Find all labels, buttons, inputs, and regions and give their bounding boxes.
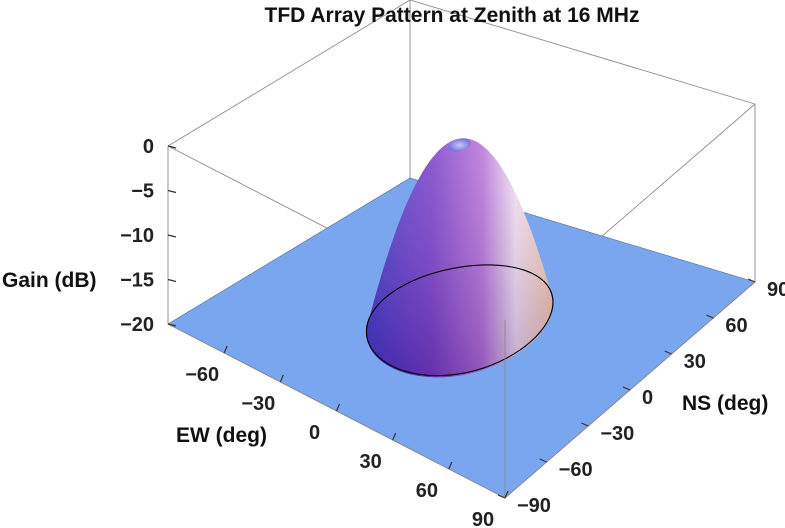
y-tick-label: −60 [559, 459, 593, 481]
y-tick-label: 60 [725, 315, 747, 337]
z-tick-mark [167, 189, 177, 194]
x-tick-label: −30 [241, 393, 275, 415]
x-tick-mark [392, 432, 397, 441]
x-tick-label: 90 [472, 509, 494, 528]
y-tick-mark [622, 386, 631, 391]
y-tick-mark [497, 494, 506, 499]
lobe-rim [365, 264, 554, 377]
y-tick-mark [706, 314, 714, 319]
y-tick-label: −30 [600, 423, 634, 445]
x-tick-mark [335, 403, 341, 412]
x-tick-mark [279, 374, 284, 383]
z-axis-ticks: −20 −15 −10 −5 0 [120, 136, 177, 336]
x-axis-ticks: −60 −30 0 30 60 90 [185, 345, 509, 528]
x-tick-label: 0 [309, 422, 320, 444]
main-lobe-surface [365, 138, 554, 378]
z-tick-label: −20 [120, 314, 154, 336]
y-tick-mark [581, 422, 589, 427]
x-tick-label: 60 [416, 480, 438, 502]
x-tick-mark [223, 345, 228, 354]
z-tick-mark [167, 234, 177, 238]
chart-title: TFD Array Pattern at Zenith at 16 MHz [265, 4, 640, 27]
y-tick-mark [664, 350, 672, 355]
z-tick-label: −10 [120, 225, 154, 247]
x-tick-label: −60 [185, 364, 219, 386]
box-edge [167, 0, 411, 147]
z-tick-label: −15 [120, 270, 154, 292]
lobe-cap [448, 138, 471, 152]
x-tick-label: 30 [360, 451, 382, 473]
z-tick-mark [167, 278, 177, 283]
y-tick-label: 0 [642, 387, 653, 409]
y-tick-mark [747, 278, 756, 283]
z-tick-label: −5 [131, 181, 154, 203]
box-edge [409, 0, 756, 105]
y-axis-label: NS (deg) [682, 392, 768, 415]
lobe-shading [366, 138, 553, 378]
x-tick-mark [448, 461, 453, 470]
x-axis-label: EW (deg) [176, 424, 267, 447]
x-tick-mark [504, 490, 509, 499]
z-tick-mark [167, 323, 177, 327]
y-tick-label: 90 [767, 279, 785, 301]
y-axis-ticks: −90 −60 −30 0 30 60 90 [497, 278, 785, 517]
z-axis-label: Gain (dB) [2, 269, 97, 292]
y-tick-mark [539, 458, 547, 463]
y-tick-label: 30 [684, 351, 706, 373]
z-tick-label: 0 [143, 136, 154, 158]
y-tick-label: −90 [517, 495, 551, 517]
z-tick-mark [167, 145, 177, 149]
